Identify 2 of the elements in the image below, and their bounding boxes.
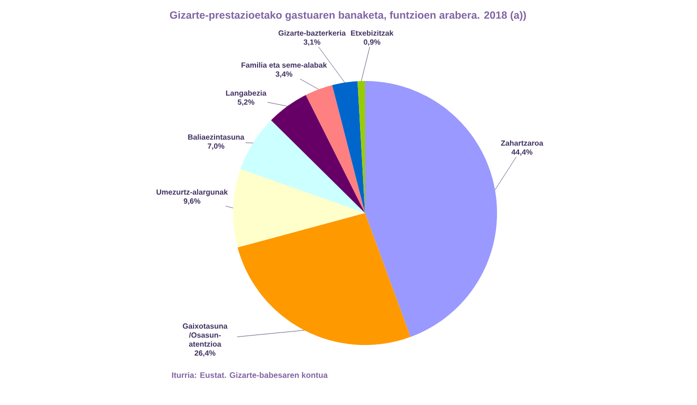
chart-title: Gizarte-prestazioetako gastuaren banaketa, funtzioen arabera. 2018 (a)): [170, 11, 526, 21]
text: Iturria: Eustat. Gizarte-babesaren kontua: [172, 372, 328, 378]
